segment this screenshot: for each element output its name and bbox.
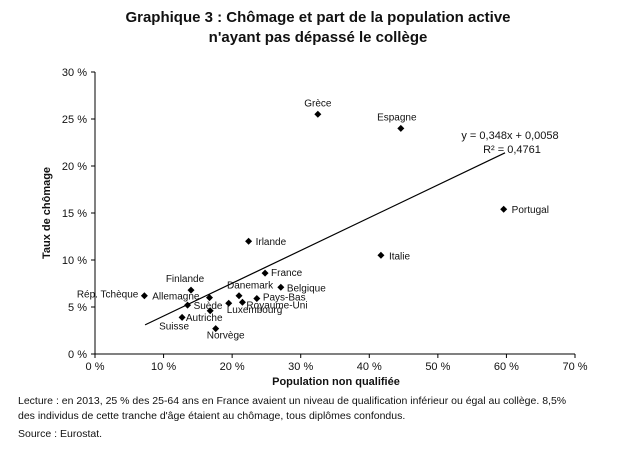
x-tick-label: 10 % bbox=[151, 361, 176, 373]
point bbox=[397, 124, 405, 132]
x-tick-label: 40 % bbox=[357, 361, 382, 373]
point bbox=[212, 325, 220, 333]
point bbox=[235, 292, 243, 300]
point bbox=[206, 307, 214, 315]
point bbox=[184, 301, 192, 309]
point bbox=[178, 313, 186, 321]
point-label: Luxembourg bbox=[227, 305, 283, 316]
point-label: Rép. Tchèque bbox=[77, 290, 139, 301]
point-label: Suisse bbox=[159, 321, 189, 332]
x-tick-label: 0 % bbox=[86, 361, 105, 373]
point-label: Portugal bbox=[512, 205, 549, 216]
point-label: Danemark bbox=[227, 281, 274, 292]
y-tick-label: 30 % bbox=[62, 67, 87, 79]
x-tick-label: 30 % bbox=[288, 361, 313, 373]
point-label: Finlande bbox=[166, 274, 205, 285]
note: des individus de cette tranche d'âge éta… bbox=[18, 410, 405, 422]
point bbox=[238, 298, 246, 306]
point-label: Autriche bbox=[186, 313, 223, 324]
x-axis-title: Population non qualifiée bbox=[272, 376, 400, 388]
point-label: Norvège bbox=[207, 331, 245, 342]
point bbox=[225, 299, 233, 307]
y-tick-label: 15 % bbox=[62, 208, 87, 220]
x-tick-label: 60 % bbox=[494, 361, 519, 373]
y-tick-label: 0 % bbox=[68, 349, 87, 361]
point-label: Allemagne bbox=[152, 292, 200, 303]
point bbox=[314, 110, 322, 118]
y-tick-label: 20 % bbox=[62, 161, 87, 173]
note: Lecture : en 2013, 25 % des 25-64 ans en… bbox=[18, 395, 566, 407]
point bbox=[140, 292, 148, 300]
point bbox=[206, 294, 214, 302]
y-tick-label: 25 % bbox=[62, 114, 87, 126]
y-axis-title: Taux de chômage bbox=[41, 167, 53, 259]
point bbox=[377, 251, 385, 259]
point-label: Irlande bbox=[256, 237, 287, 248]
point-label: France bbox=[271, 268, 303, 279]
y-tick-label: 5 % bbox=[68, 302, 87, 314]
point-label: Pays-Bas bbox=[263, 293, 306, 304]
r-squared: R² = 0,4761 bbox=[483, 144, 541, 156]
x-tick-label: 70 % bbox=[562, 361, 587, 373]
point-label: Grèce bbox=[304, 98, 332, 109]
x-tick-label: 50 % bbox=[425, 361, 450, 373]
point-label: Belgique bbox=[287, 283, 326, 294]
equation: y = 0,348x + 0,0058 bbox=[461, 130, 558, 142]
point bbox=[187, 286, 195, 294]
source: Source : Eurostat. bbox=[18, 428, 102, 440]
point-label: Suède bbox=[194, 301, 223, 312]
y-tick-label: 10 % bbox=[62, 255, 87, 267]
point bbox=[500, 205, 508, 213]
point bbox=[261, 269, 269, 277]
point-label: Italie bbox=[389, 251, 411, 262]
point bbox=[245, 237, 253, 245]
point-label: Espagne bbox=[377, 112, 417, 123]
point-label: Royaume-Uni bbox=[246, 300, 307, 311]
point bbox=[253, 295, 261, 303]
chart-title: Graphique 3 : Chômage et part de la popu… bbox=[125, 9, 510, 26]
trendline bbox=[144, 152, 506, 326]
chart-title: n'ayant pas dépassé le collège bbox=[209, 29, 428, 46]
x-tick-label: 20 % bbox=[220, 361, 245, 373]
point bbox=[277, 283, 285, 291]
